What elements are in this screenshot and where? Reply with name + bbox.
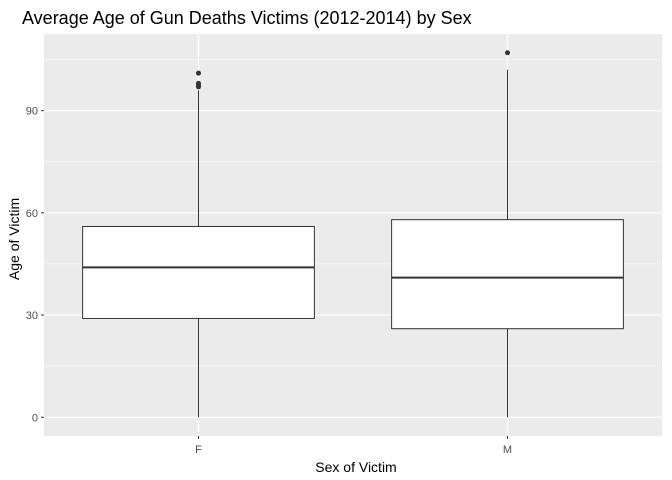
y-tick-label: 60 <box>26 208 38 220</box>
chart-title: Average Age of Gun Deaths Victims (2012-… <box>22 8 472 28</box>
y-tick-label: 90 <box>26 106 38 118</box>
outlier-point <box>196 80 201 86</box>
y-tick-label: 30 <box>26 310 38 322</box>
x-axis-title: Sex of Victim <box>315 459 396 475</box>
y-axis-title: Age of Victim <box>6 198 22 280</box>
x-tick-label: F <box>195 444 202 456</box>
box-F <box>82 225 315 319</box>
boxes-layer <box>82 50 624 418</box>
y-tick-label: 0 <box>32 412 38 424</box>
outlier-point <box>196 70 201 76</box>
outlier-point <box>505 50 510 56</box>
y-axis: 0 30 60 90 <box>26 106 44 424</box>
box-M <box>391 219 624 330</box>
x-tick-label: M <box>503 444 512 456</box>
